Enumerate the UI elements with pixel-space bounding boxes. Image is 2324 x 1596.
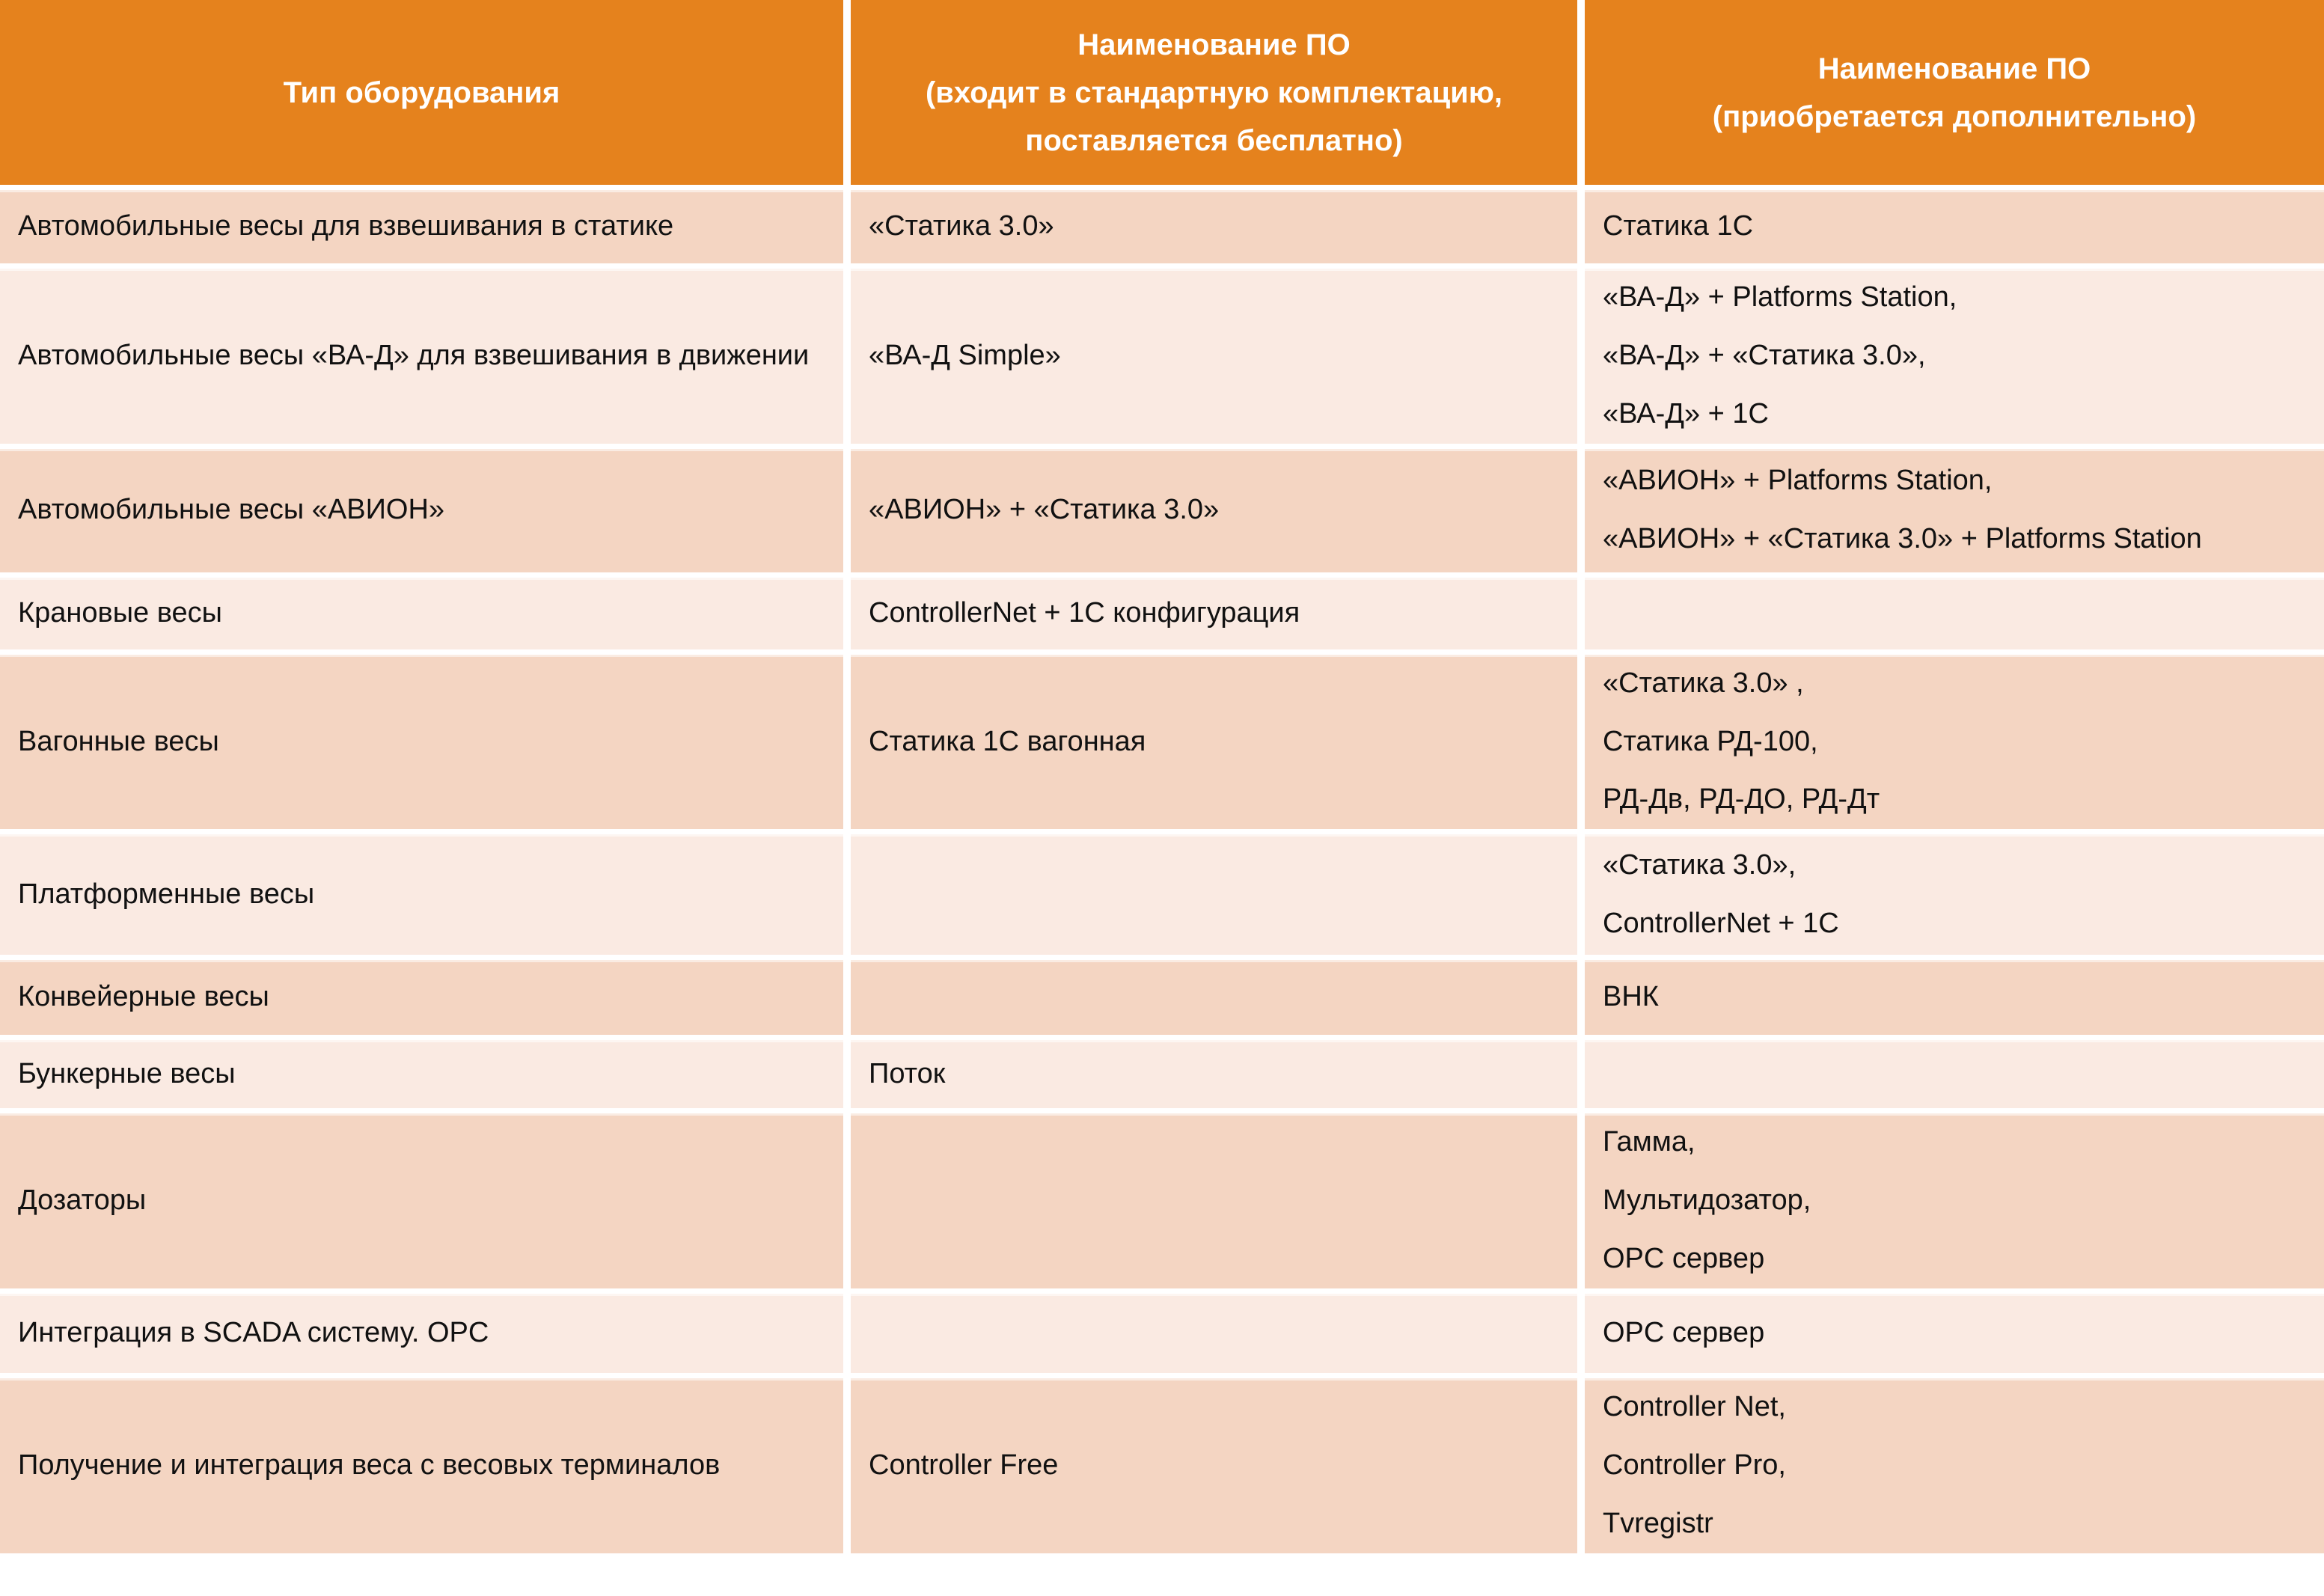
- table-cell: «Статика 3.0», ControllerNet + 1С: [1585, 829, 2324, 956]
- table-cell: Статика 1С вагонная: [851, 649, 1585, 830]
- table-cell: Интеграция в SCADA систему. OPC: [0, 1288, 851, 1374]
- table-cell: [851, 1108, 1585, 1289]
- table-cell: «Статика 3.0» , Статика РД-100, РД-Дв, Р…: [1585, 649, 2324, 830]
- table-cell: Автомобильные весы «АВИОН»: [0, 443, 851, 572]
- table-cell: «Статика 3.0»: [851, 185, 1585, 263]
- table-cell: Автомобильные весы «ВА-Д» для взвешивани…: [0, 263, 851, 444]
- table-cell: «АВИОН» + Platforms Station, «АВИОН» + «…: [1585, 443, 2324, 572]
- table-cell: ВНК: [1585, 955, 2324, 1036]
- table-cell: Дозаторы: [0, 1108, 851, 1289]
- table-cell: OPC сервер: [1585, 1288, 2324, 1374]
- table-row: Интеграция в SCADA систему. OPC OPC серве…: [0, 1288, 2324, 1374]
- table-cell: Платформенные весы: [0, 829, 851, 956]
- software-table-body: Автомобильные весы для взвешивания в ста…: [0, 185, 2324, 1553]
- table-row: Получение и интеграция веса с весовых те…: [0, 1373, 2324, 1553]
- table-row: Автомобильные весы «ВА-Д» для взвешивани…: [0, 263, 2324, 444]
- table-cell: Поток: [851, 1035, 1585, 1109]
- table-row: Бункерные весы Поток: [0, 1035, 2324, 1109]
- table-row: Автомобильные весы для взвешивания в ста…: [0, 185, 2324, 263]
- table-cell: «ВА-Д» + Platforms Station, «ВА-Д» + «Ст…: [1585, 263, 2324, 444]
- table-cell: [851, 829, 1585, 956]
- table-row: Крановые весы ControllerNet + 1С конфигур…: [0, 572, 2324, 649]
- table-cell: Получение и интеграция веса с весовых те…: [0, 1373, 851, 1553]
- table-cell: [1585, 572, 2324, 649]
- software-table-header: Тип оборудования Наименование ПО (входит…: [0, 0, 2324, 185]
- header-cell-software-included: Наименование ПО (входит в стандартную ко…: [851, 0, 1585, 185]
- table-cell: Вагонные весы: [0, 649, 851, 830]
- table-row: Вагонные весы Статика 1С вагонная «Статика…: [0, 649, 2324, 830]
- header-cell-equipment-type: Тип оборудования: [0, 0, 851, 185]
- table-cell: Гамма, Мультидозатор, OPC сервер: [1585, 1108, 2324, 1289]
- table-cell: [1585, 1035, 2324, 1109]
- software-table: Тип оборудования Наименование ПО (входит…: [0, 0, 2324, 1553]
- table-cell: Controller Net, Controller Pro, Tvregist…: [1585, 1373, 2324, 1553]
- table-cell: Controller Free: [851, 1373, 1585, 1553]
- table-cell: [851, 1288, 1585, 1374]
- table-cell: Конвейерные весы: [0, 955, 851, 1036]
- table-cell: [851, 955, 1585, 1036]
- table-cell: «ВА-Д Simple»: [851, 263, 1585, 444]
- table-cell: Бункерные весы: [0, 1035, 851, 1109]
- table-cell: Статика 1С: [1585, 185, 2324, 263]
- table-cell: Автомобильные весы для взвешивания в ста…: [0, 185, 851, 263]
- table-row: Автомобильные весы «АВИОН» «АВИОН» + «Ста…: [0, 443, 2324, 572]
- table-cell: ControllerNet + 1С конфигурация: [851, 572, 1585, 649]
- table-row: Платформенные весы «Статика 3.0», Control…: [0, 829, 2324, 956]
- table-cell: Крановые весы: [0, 572, 851, 649]
- table-row: Конвейерные весы ВНК: [0, 955, 2324, 1036]
- header-row: Тип оборудования Наименование ПО (входит…: [0, 0, 2324, 185]
- table-cell: «АВИОН» + «Статика 3.0»: [851, 443, 1585, 572]
- header-cell-software-optional: Наименование ПО (приобретается дополните…: [1585, 0, 2324, 185]
- table-row: Дозаторы Гамма, Мультидозатор, OPC сервер: [0, 1108, 2324, 1289]
